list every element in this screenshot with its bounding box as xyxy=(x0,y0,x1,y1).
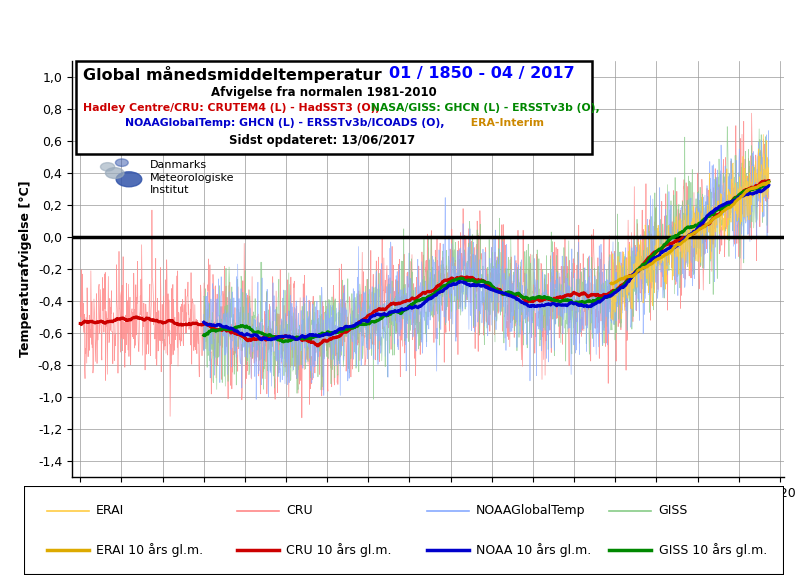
Text: NOAAGlobalTemp: NOAAGlobalTemp xyxy=(476,504,586,517)
Text: 01 / 1850 - 04 / 2017: 01 / 1850 - 04 / 2017 xyxy=(389,66,574,81)
Text: Global månedsmiddeltemperatur: Global månedsmiddeltemperatur xyxy=(82,66,387,83)
Text: Afvigelse fra normalen 1981-2010: Afvigelse fra normalen 1981-2010 xyxy=(211,87,437,99)
Text: CRU 10 års gl.m.: CRU 10 års gl.m. xyxy=(286,543,392,557)
Text: ERAI 10 års gl.m.: ERAI 10 års gl.m. xyxy=(96,543,203,557)
Circle shape xyxy=(115,159,128,166)
Text: NASA/GISS: GHCN (L) - ERSSTv3b (O),: NASA/GISS: GHCN (L) - ERSSTv3b (O), xyxy=(367,103,600,113)
Circle shape xyxy=(106,168,124,179)
Text: NOAAGlobalTemp: GHCN (L) - ERSSTv3b/ICOADS (O),: NOAAGlobalTemp: GHCN (L) - ERSSTv3b/ICOA… xyxy=(126,118,445,128)
Text: Sidst opdateret: 13/06/2017: Sidst opdateret: 13/06/2017 xyxy=(229,134,414,146)
Text: ERA-Interim: ERA-Interim xyxy=(467,118,544,128)
Text: GISS: GISS xyxy=(658,504,688,517)
Circle shape xyxy=(116,172,142,187)
Y-axis label: Temperaturafvigelse [°C]: Temperaturafvigelse [°C] xyxy=(19,180,32,357)
Circle shape xyxy=(101,162,114,171)
Text: GISS 10 års gl.m.: GISS 10 års gl.m. xyxy=(658,543,767,557)
FancyBboxPatch shape xyxy=(75,61,592,154)
Text: Danmarks
Meteorologiske
Institut: Danmarks Meteorologiske Institut xyxy=(150,160,235,195)
Text: NOAA 10 års gl.m.: NOAA 10 års gl.m. xyxy=(476,543,591,557)
Text: CRU: CRU xyxy=(286,504,313,517)
FancyBboxPatch shape xyxy=(24,486,784,575)
Text: ERAI: ERAI xyxy=(96,504,125,517)
Text: Hadley Centre/CRU: CRUTEM4 (L) - HadSST3 (O),: Hadley Centre/CRU: CRUTEM4 (L) - HadSST3… xyxy=(82,103,379,113)
